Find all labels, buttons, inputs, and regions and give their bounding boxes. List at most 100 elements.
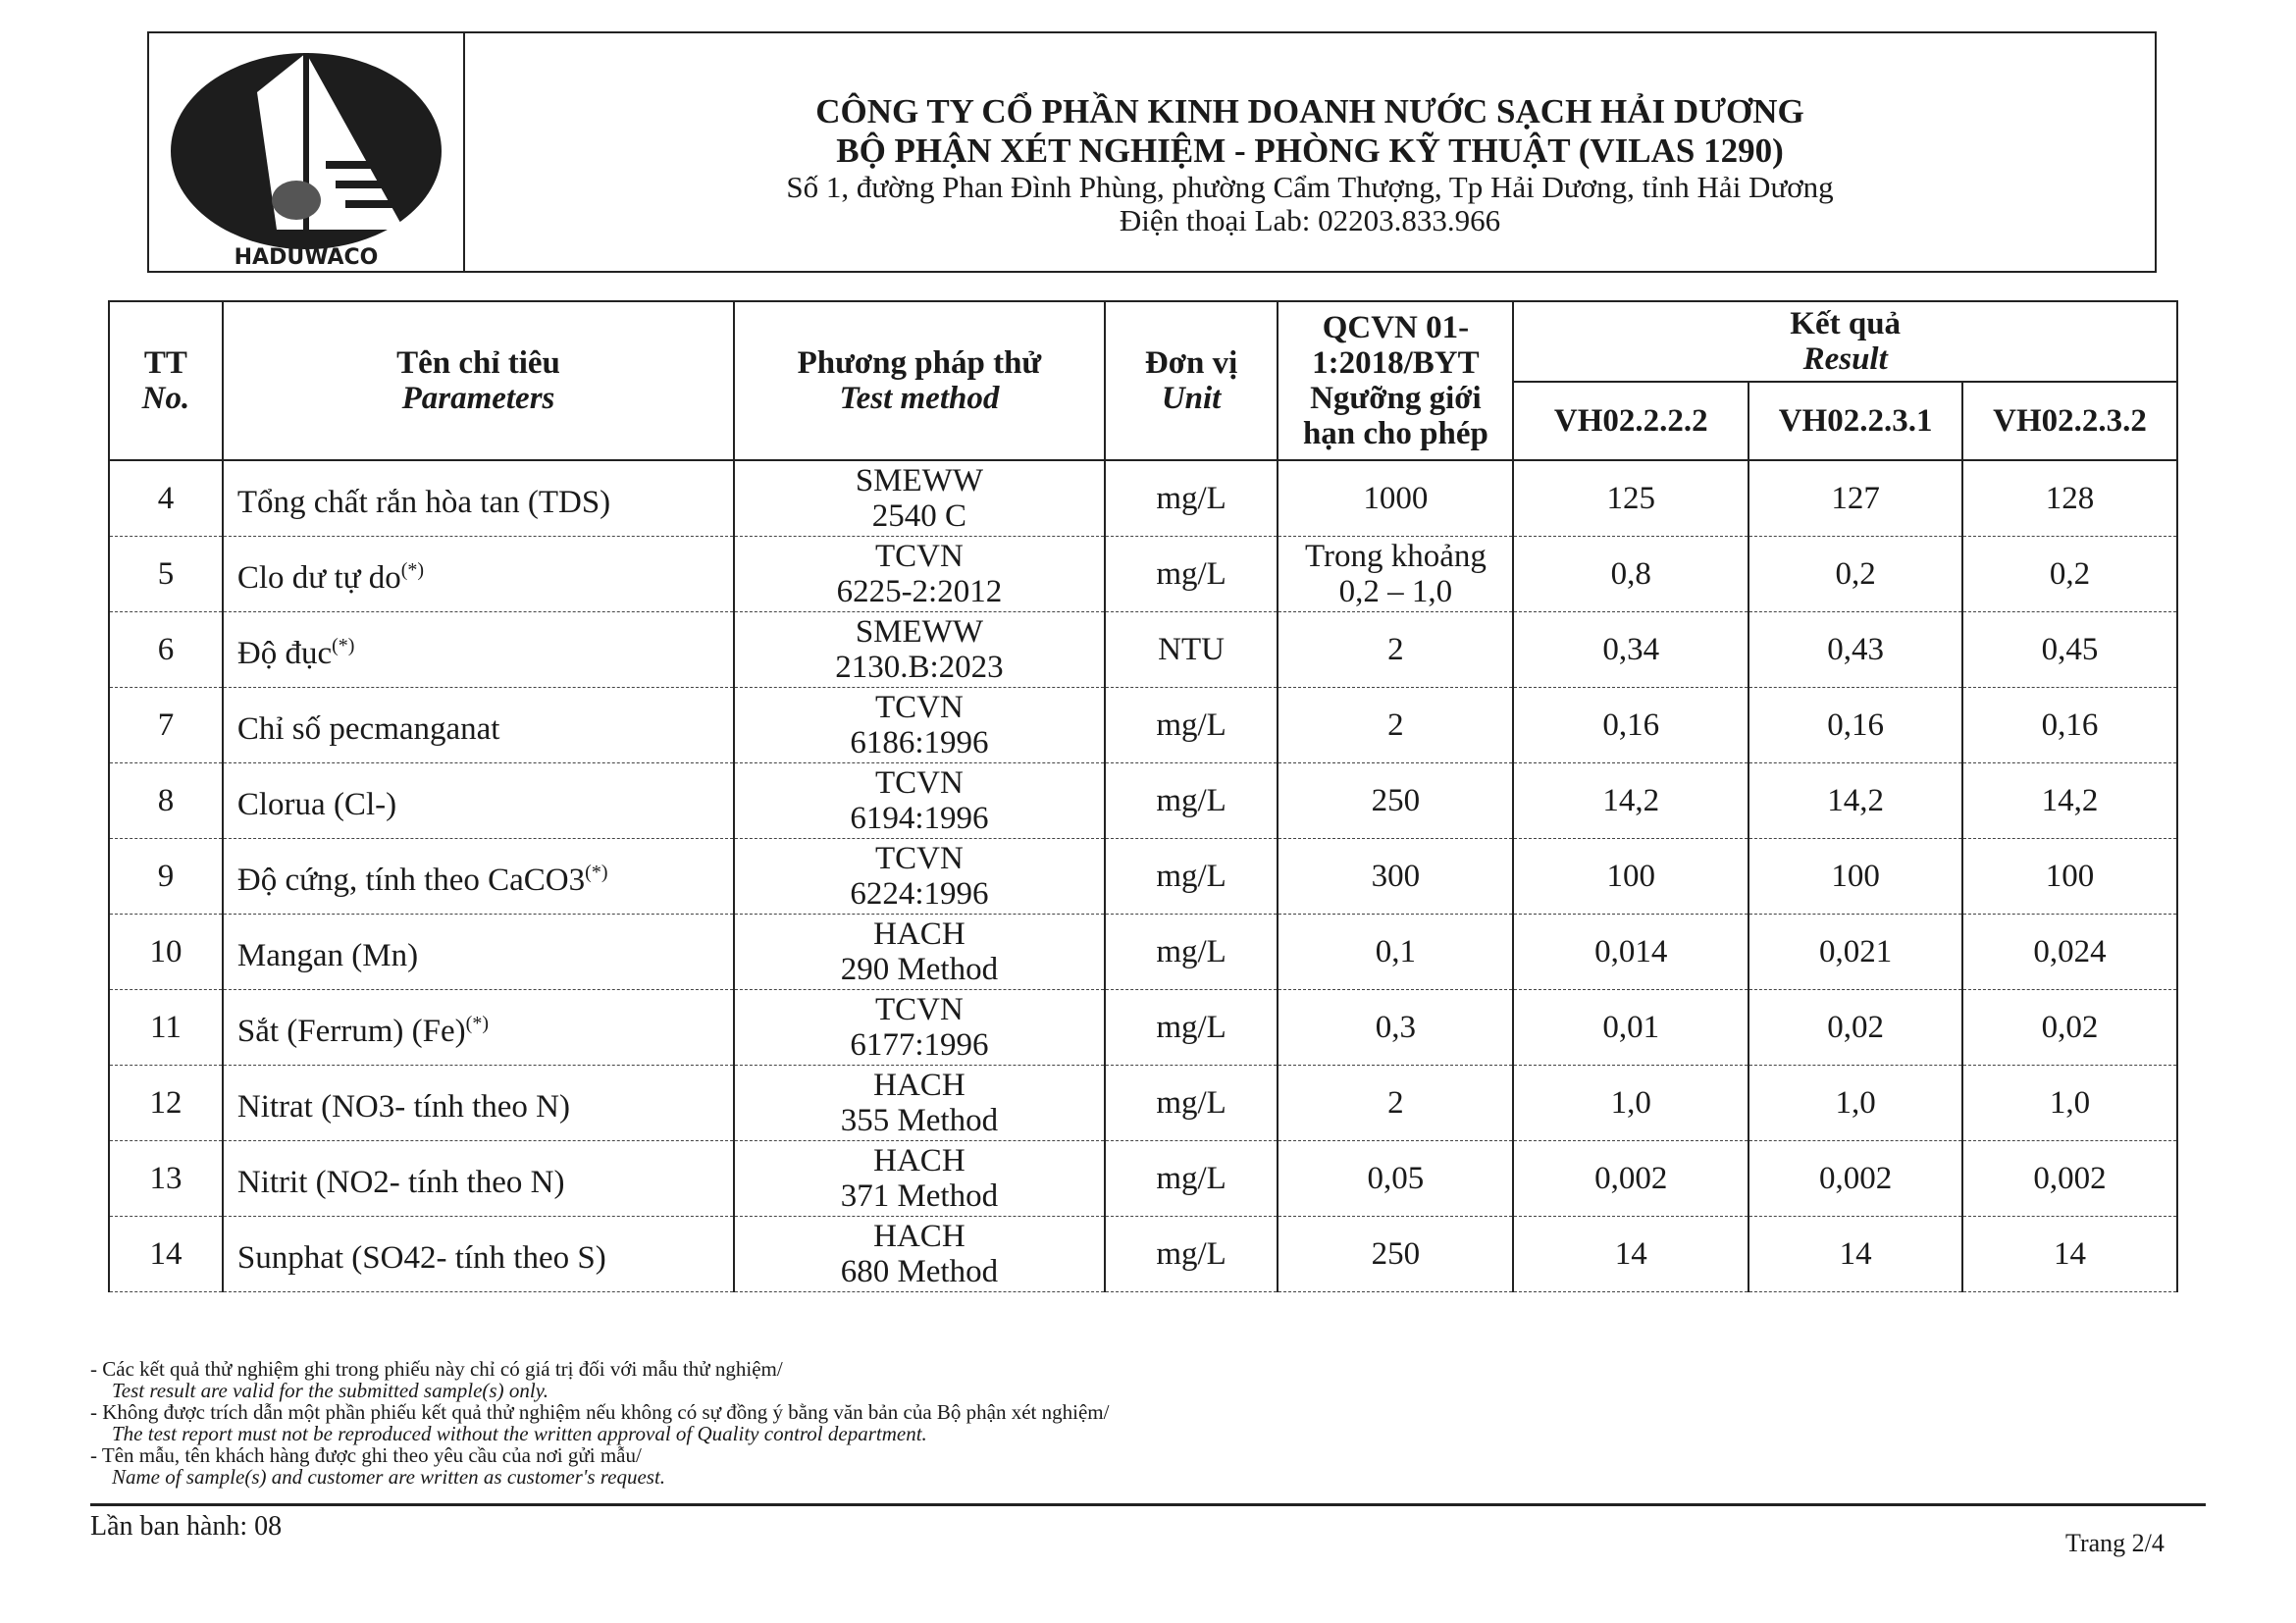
cell-result-2: 100 <box>1748 838 1964 915</box>
cell-result-2: 1,0 <box>1748 1065 1964 1141</box>
cell-result-3: 0,45 <box>1961 611 2178 688</box>
logo-text: HADUWACO <box>235 245 379 270</box>
cell-result-3: 14,2 <box>1961 762 2178 839</box>
cell-tt: 7 <box>108 687 224 763</box>
cell-result-2: 0,002 <box>1748 1140 1964 1217</box>
cell-method: HACH 680 Method <box>733 1216 1106 1292</box>
cell-method: TCVN 6224:1996 <box>733 838 1106 915</box>
cell-unit: mg/L <box>1103 459 1279 537</box>
cell-parameter: Clo dư tự do(*) <box>221 536 736 612</box>
cell-tt: 9 <box>108 838 224 915</box>
cell-result-1: 125 <box>1512 459 1750 537</box>
table-row: 8 Clorua (Cl-) TCVN 6194:1996 mg/L 250 14,2 14,… <box>108 762 2178 839</box>
cell-unit: mg/L <box>1103 536 1279 612</box>
cell-result-1: 0,002 <box>1512 1140 1750 1217</box>
company-name: CÔNG TY CỔ PHẦN KINH DOANH NƯỚC SẠCH HẢI… <box>815 92 1804 131</box>
table-row: 12 Nitrat (NO3- tính theo N) HACH 355 Metho… <box>108 1065 2178 1141</box>
cell-result-1: 0,01 <box>1512 989 1750 1066</box>
cell-method: TCVN 6194:1996 <box>733 762 1106 839</box>
header-test-method: Phương pháp thử Test method <box>733 300 1106 461</box>
table-row: 9 Độ cứng, tính theo CaCO3(*) TCVN 6224:199… <box>108 838 2178 915</box>
address: Số 1, đường Phan Đình Phùng, phường Cẩm … <box>786 170 1834 204</box>
note-vi: - Không được trích dẫn một phần phiếu kế… <box>90 1400 1110 1424</box>
cell-parameter: Nitrit (NO2- tính theo N) <box>221 1140 736 1217</box>
cell-method: HACH 355 Method <box>733 1065 1106 1141</box>
issue-number: Lần ban hành: 08 <box>90 1511 283 1542</box>
letterhead: HADUWACO CÔNG TY CỔ PHẦN KINH DOANH NƯỚC… <box>147 31 2157 273</box>
note-en: Name of sample(s) and customer are writt… <box>112 1465 666 1489</box>
note-vi: - Tên mẫu, tên khách hàng được ghi theo … <box>90 1443 642 1467</box>
cell-result-3: 0,02 <box>1961 989 2178 1066</box>
cell-result-3: 0,002 <box>1961 1140 2178 1217</box>
cell-unit: mg/L <box>1103 1216 1279 1292</box>
cell-result-1: 14 <box>1512 1216 1750 1292</box>
cell-result-2: 14 <box>1748 1216 1964 1292</box>
cell-unit: mg/L <box>1103 1065 1279 1141</box>
cell-result-3: 0,024 <box>1961 914 2178 990</box>
table-row: 13 Nitrit (NO2- tính theo N) HACH 371 Metho… <box>108 1140 2178 1217</box>
phone: Điện thoại Lab: 02203.833.966 <box>1119 203 1501 237</box>
cell-tt: 10 <box>108 914 224 990</box>
table-row: 7 Chỉ số pecmanganat TCVN 6186:1996 mg/L 2 0,1… <box>108 687 2178 763</box>
cell-result-2: 0,2 <box>1748 536 1964 612</box>
cell-limit: 0,05 <box>1277 1140 1515 1217</box>
cell-unit: mg/L <box>1103 989 1279 1066</box>
cell-parameter: Độ cứng, tính theo CaCO3(*) <box>221 838 736 915</box>
page-number: Trang 2/4 <box>2065 1529 2165 1557</box>
cell-result-1: 1,0 <box>1512 1065 1750 1141</box>
cell-unit: mg/L <box>1103 762 1279 839</box>
cell-parameter: Chỉ số pecmanganat <box>221 687 736 763</box>
cell-unit: NTU <box>1103 611 1279 688</box>
cell-limit: 300 <box>1277 838 1515 915</box>
cell-limit: 0,1 <box>1277 914 1515 990</box>
cell-unit: mg/L <box>1103 914 1279 990</box>
cell-method: HACH 371 Method <box>733 1140 1106 1217</box>
table-row: 5 Clo dư tự do(*) TCVN 6225-2:2012 mg/L Trong… <box>108 536 2178 612</box>
cell-limit: 0,3 <box>1277 989 1515 1066</box>
table-row: 10 Mangan (Mn) HACH 290 Method mg/L 0,1 0,014 0… <box>108 914 2178 990</box>
cell-parameter: Nitrat (NO3- tính theo N) <box>221 1065 736 1141</box>
cell-method: TCVN 6225-2:2012 <box>733 536 1106 612</box>
cell-result-1: 0,16 <box>1512 687 1750 763</box>
table-row: 11 Sắt (Ferrum) (Fe)(*) TCVN 6177:1996 mg/L 0… <box>108 989 2178 1066</box>
cell-method: SMEWW 2130.B:2023 <box>733 611 1106 688</box>
cell-parameter: Sắt (Ferrum) (Fe)(*) <box>221 989 736 1066</box>
cell-tt: 13 <box>108 1140 224 1217</box>
header-limit: QCVN 01-1:2018/BYT Ngưỡng giới hạn cho ph… <box>1277 300 1515 461</box>
cell-result-1: 14,2 <box>1512 762 1750 839</box>
cell-tt: 12 <box>108 1065 224 1141</box>
header-sample-2: VH02.2.3.1 <box>1748 381 1964 461</box>
cell-limit: 1000 <box>1277 459 1515 537</box>
header-sample-3: VH02.2.3.2 <box>1961 381 2178 461</box>
note-en: Test result are valid for the submitted … <box>112 1379 549 1402</box>
cell-unit: mg/L <box>1103 1140 1279 1217</box>
cell-limit: 2 <box>1277 1065 1515 1141</box>
cell-result-2: 0,021 <box>1748 914 1964 990</box>
cell-result-3: 128 <box>1961 459 2178 537</box>
haduwaco-logo-icon: HADUWACO <box>171 53 442 270</box>
cell-parameter: Clorua (Cl-) <box>221 762 736 839</box>
company-logo: HADUWACO <box>149 33 465 271</box>
cell-unit: mg/L <box>1103 838 1279 915</box>
note-en: The test report must not be reproduced w… <box>112 1422 927 1445</box>
cell-limit: 2 <box>1277 687 1515 763</box>
cell-limit: 2 <box>1277 611 1515 688</box>
cell-limit: 250 <box>1277 1216 1515 1292</box>
header-sample-1: VH02.2.2.2 <box>1512 381 1750 461</box>
table-row: 14 Sunphat (SO42- tính theo S) HACH 680 Met… <box>108 1216 2178 1292</box>
cell-tt: 14 <box>108 1216 224 1292</box>
cell-parameter: Độ đục(*) <box>221 611 736 688</box>
cell-result-2: 127 <box>1748 459 1964 537</box>
footnotes: - Các kết quả thử nghiệm ghi trong phiếu… <box>90 1358 1109 1488</box>
cell-parameter: Mangan (Mn) <box>221 914 736 990</box>
cell-result-2: 0,02 <box>1748 989 1964 1066</box>
cell-tt: 8 <box>108 762 224 839</box>
cell-result-2: 0,43 <box>1748 611 1964 688</box>
cell-result-3: 1,0 <box>1961 1065 2178 1141</box>
cell-result-3: 14 <box>1961 1216 2178 1292</box>
cell-limit: Trong khoảng 0,2 – 1,0 <box>1277 536 1515 612</box>
cell-result-1: 0,8 <box>1512 536 1750 612</box>
department-name: BỘ PHẬN XÉT NGHIỆM - PHÒNG KỸ THUẬT (VIL… <box>836 131 1784 170</box>
cell-result-3: 100 <box>1961 838 2178 915</box>
